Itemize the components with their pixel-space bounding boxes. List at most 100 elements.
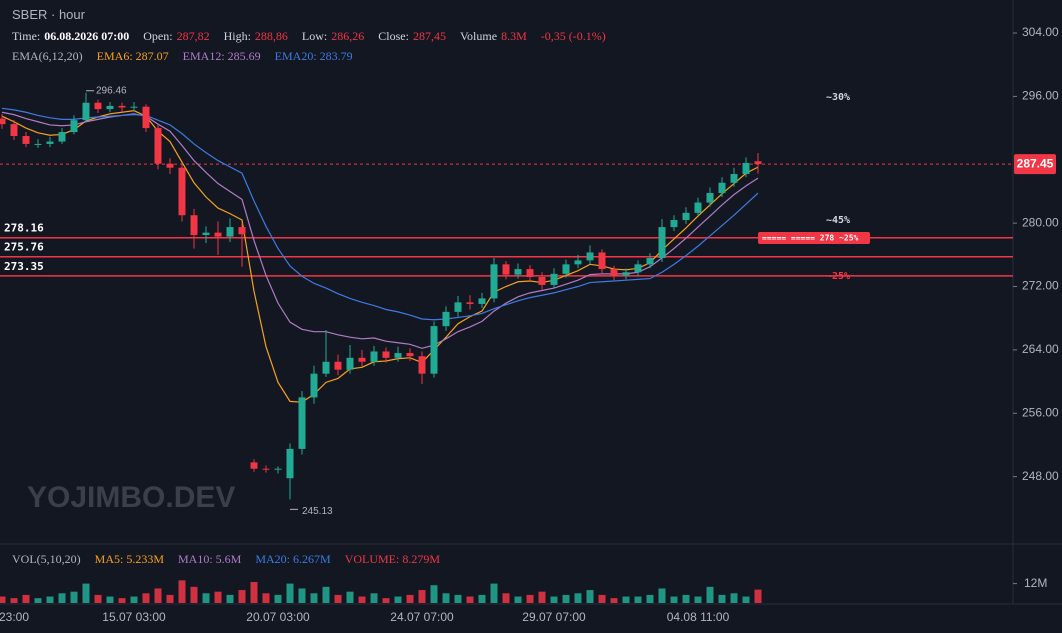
volume-bar [586, 590, 594, 603]
volume-bar [430, 585, 438, 603]
vol-legend-item: MA10: 5.6M [178, 552, 242, 566]
volume-bar [250, 581, 258, 603]
candle-body [130, 106, 138, 108]
volume-bar [394, 596, 402, 603]
candle-body [82, 102, 90, 121]
high-label: 296.46 [96, 85, 127, 96]
candle-body [142, 106, 150, 129]
candle-body [202, 232, 210, 236]
candle-body [622, 272, 630, 276]
candle-body [610, 269, 618, 276]
annotation-box [758, 232, 870, 244]
candle-body [346, 357, 354, 370]
candle-body [526, 269, 534, 278]
watermark: YOJIMBO.DEV [27, 481, 235, 514]
volume-bar [490, 583, 498, 603]
y-tick-label: 296.00 [1022, 89, 1059, 103]
candle-body [394, 353, 402, 358]
legend-change: -0,35 (-0.1%) [540, 29, 606, 43]
candle-body [754, 161, 762, 165]
candle-body [262, 468, 270, 470]
volume-bar [562, 594, 570, 603]
volume-bar [574, 593, 582, 603]
legend-value: 288,86 [254, 29, 288, 43]
candle-body [0, 118, 6, 125]
volume-bar [610, 598, 618, 603]
y-tick-label: 264.00 [1022, 342, 1059, 356]
volume-bar [442, 593, 450, 603]
volume-bar [406, 594, 414, 603]
level-label: 278.16 [4, 222, 44, 235]
volume-bar [478, 594, 486, 603]
last-price-box [1014, 154, 1056, 175]
volume-bar [502, 593, 510, 603]
candle-body [298, 397, 306, 449]
candle-body [586, 252, 594, 261]
candle-body [178, 167, 186, 216]
volume-bar [190, 586, 198, 603]
volume-bar [70, 591, 78, 603]
candle-body [502, 264, 510, 275]
ema-legend-item: EMA6: 287.07 [96, 49, 169, 63]
volume-bar [10, 598, 18, 603]
level-label: 273.35 [4, 260, 44, 273]
candle-body [742, 162, 750, 175]
ohlc-legend: Time: 06.08.2026 07:00 Open: 287,82 High: 288… [12, 29, 610, 44]
candle-body [418, 356, 426, 374]
volume-bar [538, 591, 546, 603]
candle-body [46, 141, 54, 144]
volume-bar [598, 594, 606, 603]
ema-title: EMA(6,12,20) [12, 49, 83, 63]
volume-bar [742, 596, 750, 603]
volume-bar [310, 593, 318, 603]
volume-bar [118, 598, 126, 603]
candle-body [550, 273, 558, 285]
x-tick-label: 15.07 03:00 [102, 610, 166, 624]
y-tick-label: 256.00 [1022, 405, 1059, 419]
volume-bar [550, 596, 558, 603]
annotation: ~30% [826, 92, 850, 103]
low-label: 245.13 [302, 506, 333, 517]
volume-bar [634, 596, 642, 603]
candle-body [226, 227, 234, 237]
candle-body [334, 361, 342, 370]
level-label-bg [0, 221, 46, 235]
volume-bar [82, 583, 90, 603]
candle-body [274, 468, 282, 470]
volume-bar [130, 596, 138, 603]
volume-bar [658, 588, 666, 603]
volume-bar [454, 594, 462, 603]
candle-body [190, 215, 198, 236]
candle-body [22, 136, 30, 144]
candle-body [94, 102, 102, 110]
volume-bar [262, 593, 270, 603]
candle-body [670, 219, 678, 228]
vol-legend-item: MA20: 6.267M [255, 552, 331, 566]
legend-value: 287,82 [176, 29, 210, 43]
x-tick-label: 29.07 07:00 [522, 610, 586, 624]
volume-bar [46, 596, 54, 603]
level-label-bg [0, 259, 46, 273]
legend-label: Open: [143, 29, 173, 43]
candle-body [310, 373, 318, 398]
candle-body [250, 462, 258, 469]
volume-bar [166, 594, 174, 603]
candle-body [514, 269, 522, 275]
volume-bar [34, 598, 42, 603]
candle-body [598, 252, 606, 270]
candle-body [634, 264, 642, 273]
volume-bar [58, 593, 66, 603]
candle-body [694, 202, 702, 213]
volume-bar [0, 596, 6, 603]
volume-bar [322, 586, 330, 603]
volume-bar [730, 593, 738, 603]
candle-body [286, 448, 294, 479]
candle-body [490, 264, 498, 299]
legend-value: 287,45 [412, 29, 446, 43]
volume-bar [466, 596, 474, 603]
volume-bar [418, 590, 426, 603]
level-label: 275.76 [4, 241, 44, 254]
y-tick-label: 272.00 [1022, 279, 1059, 293]
x-tick-label: 20.07 03:00 [246, 610, 310, 624]
